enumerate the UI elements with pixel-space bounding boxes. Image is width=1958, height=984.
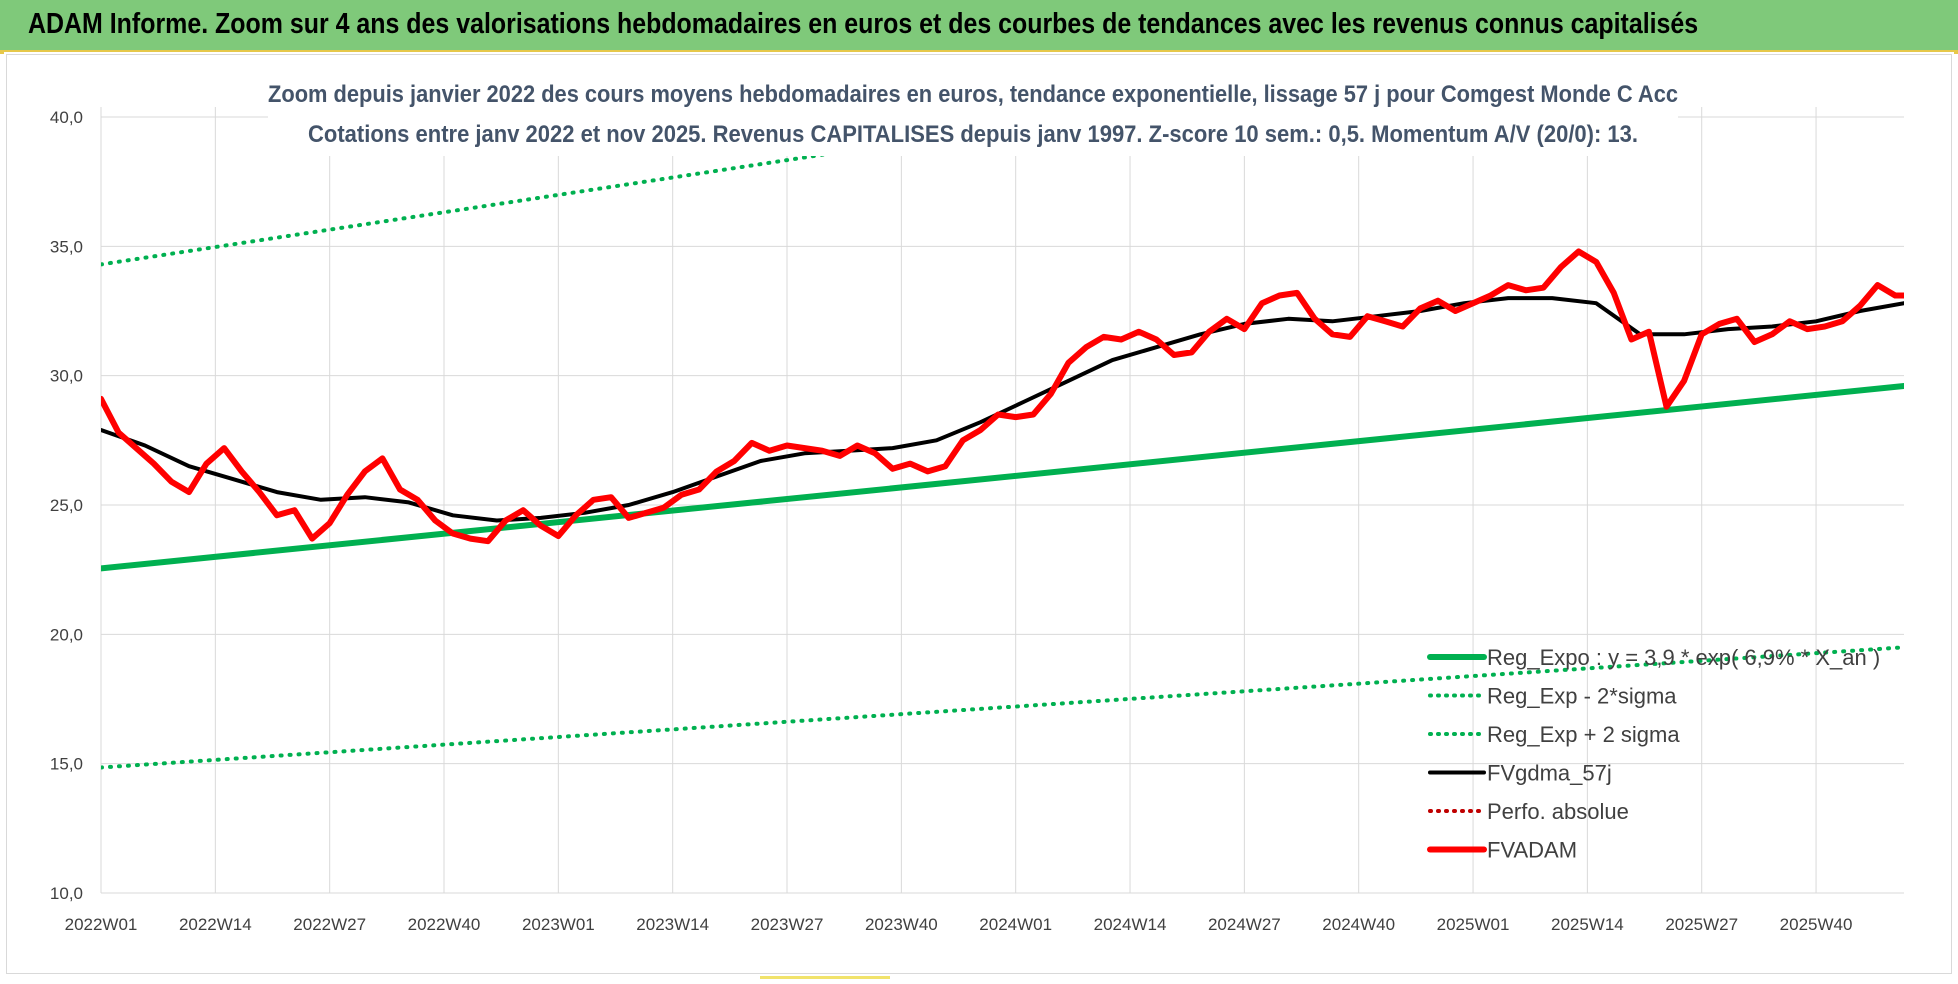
x-tick-label: 2023W14 bbox=[636, 915, 709, 934]
y-axis-ticks: 10,0 15,0 20,0 25,0 30,0 35,0 40,0 bbox=[50, 108, 83, 903]
series-line-fvadam bbox=[101, 248, 1904, 545]
x-tick-label: 2024W40 bbox=[1322, 915, 1395, 934]
x-tick-label: 2024W01 bbox=[979, 915, 1052, 934]
subtitle-line-1: Zoom depuis janvier 2022 des cours moyen… bbox=[268, 81, 1678, 108]
x-tick-label: 2023W01 bbox=[522, 915, 595, 934]
x-tick-label: 2023W40 bbox=[865, 915, 938, 934]
legend-label-reg-minus: Reg_Exp - 2*sigma bbox=[1487, 684, 1677, 709]
y-tick-label: 15,0 bbox=[50, 755, 83, 774]
y-tick-label: 10,0 bbox=[50, 884, 83, 903]
y-tick-label: 40,0 bbox=[50, 108, 83, 127]
x-tick-label: 2025W01 bbox=[1437, 915, 1510, 934]
bottom-accent-mark bbox=[760, 976, 890, 979]
subtitle-background bbox=[268, 76, 1678, 156]
x-tick-label: 2022W40 bbox=[408, 915, 481, 934]
x-tick-label: 2024W27 bbox=[1208, 915, 1281, 934]
x-tick-label: 2022W14 bbox=[179, 915, 252, 934]
grid-lines bbox=[100, 107, 1904, 894]
chart-subtitle: Zoom depuis janvier 2022 des cours moyen… bbox=[268, 76, 1678, 156]
x-axis-ticks: 2022W01 2022W14 2022W27 2022W40 2023W01 2023W… bbox=[65, 915, 1853, 934]
y-tick-label: 25,0 bbox=[50, 496, 83, 515]
x-tick-label: 2025W40 bbox=[1780, 915, 1853, 934]
x-tick-label: 2024W14 bbox=[1094, 915, 1167, 934]
chart-legend: Reg_Expo : y = 3,9 * exp( 6,9% * X_an ) R… bbox=[1427, 645, 1880, 863]
x-tick-label: 2022W01 bbox=[65, 915, 138, 934]
series-line-fvgdma bbox=[101, 296, 1904, 523]
legend-label-fvgdma: FVgdma_57j bbox=[1487, 761, 1612, 786]
title-banner: ADAM Informe. Zoom sur 4 ans des valoris… bbox=[0, 0, 1958, 52]
legend-label-fvadam: FVADAM bbox=[1487, 838, 1577, 863]
x-tick-label: 2025W14 bbox=[1551, 915, 1624, 934]
legend-label-reg-expo: Reg_Expo : y = 3,9 * exp( 6,9% * X_an ) bbox=[1487, 645, 1880, 670]
right-accent-mark bbox=[1954, 50, 1958, 54]
y-tick-label: 20,0 bbox=[50, 625, 83, 644]
y-tick-label: 30,0 bbox=[50, 367, 83, 386]
subtitle-line-2: Cotations entre janv 2022 et nov 2025. R… bbox=[308, 121, 1638, 148]
series-line-reg-minus bbox=[101, 645, 1904, 770]
chart-area bbox=[6, 54, 1952, 974]
x-tick-label: 2023W27 bbox=[751, 915, 824, 934]
left-accent-mark bbox=[0, 50, 4, 54]
x-tick-label: 2025W27 bbox=[1665, 915, 1738, 934]
report-title: ADAM Informe. Zoom sur 4 ans des valoris… bbox=[28, 8, 1699, 40]
y-tick-label: 35,0 bbox=[50, 237, 83, 256]
series-line-reg-expo bbox=[101, 383, 1904, 572]
legend-label-reg-plus: Reg_Exp + 2 sigma bbox=[1487, 722, 1680, 747]
legend-label-perfo: Perfo. absolue bbox=[1487, 799, 1629, 824]
x-tick-label: 2022W27 bbox=[293, 915, 366, 934]
